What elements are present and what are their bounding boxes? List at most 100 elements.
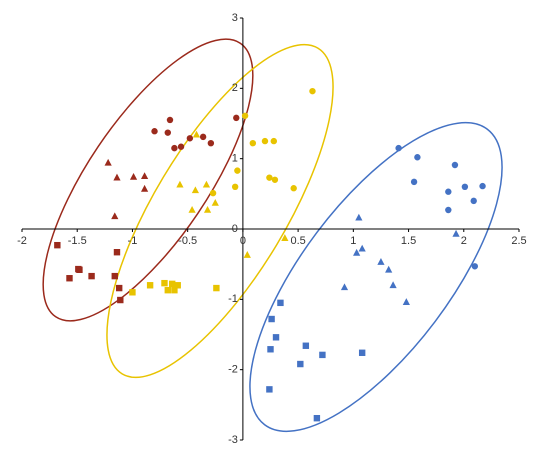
circle-point: [171, 144, 178, 152]
circle-point: [151, 128, 158, 135]
square-point: [313, 414, 321, 422]
circle-point: [186, 135, 194, 142]
circle-point: [461, 183, 469, 190]
square-point: [268, 315, 275, 323]
circle-point: [445, 206, 452, 214]
triangle-point: [140, 172, 149, 180]
x-tick-label: 1: [350, 235, 356, 247]
triangle-point: [111, 212, 119, 220]
square-point: [277, 299, 284, 307]
circle-point: [290, 185, 297, 192]
circle-point: [271, 176, 279, 183]
triangle-point: [281, 234, 289, 241]
circle-point: [207, 139, 215, 147]
ellipses: [42, 38, 503, 433]
circle-point: [451, 161, 459, 169]
triangle-point: [340, 283, 349, 291]
circle-point: [471, 263, 479, 270]
triangle-point: [188, 206, 196, 213]
x-tick-label: 0.5: [290, 235, 305, 247]
triangle-point: [176, 180, 184, 188]
triangle-point: [243, 251, 251, 258]
square-point: [302, 342, 310, 349]
square-point: [113, 249, 121, 256]
triangle-point: [203, 206, 212, 213]
triangle-point: [452, 229, 460, 237]
y-tick-label: -3: [228, 434, 238, 446]
square-point: [111, 272, 118, 280]
x-tick-label: -2: [17, 235, 27, 247]
triangle-point: [104, 158, 112, 166]
y-tick-label: 0: [232, 223, 238, 235]
circle-point: [470, 197, 477, 205]
circle-point: [231, 183, 239, 190]
circle-point: [261, 137, 269, 145]
square-point: [174, 282, 181, 289]
square-point: [319, 351, 326, 359]
triangle-point: [191, 186, 199, 194]
triangle-point: [358, 244, 366, 252]
x-tick-label: 2.5: [511, 235, 526, 247]
y-tick-label: 2: [232, 82, 238, 94]
square-point: [88, 272, 95, 280]
circle-point: [249, 139, 257, 147]
triangle-point: [113, 173, 121, 181]
square-point: [146, 282, 154, 289]
square-point: [164, 286, 171, 294]
circle-point: [233, 114, 240, 122]
y-tick-label: -2: [228, 364, 238, 376]
square-point: [358, 349, 366, 356]
x-tick-label: -0.5: [178, 235, 197, 247]
square-point: [213, 284, 220, 292]
circle-point: [164, 129, 171, 136]
circle-point: [241, 112, 249, 119]
circle-point: [410, 178, 418, 186]
circle-point: [445, 188, 452, 195]
circle-point: [177, 143, 185, 150]
cluster-ellipse: [249, 121, 503, 433]
square-point: [297, 360, 304, 368]
square-point: [54, 241, 61, 249]
triangle-point: [140, 184, 149, 192]
triangle-point: [355, 213, 363, 221]
circle-point: [166, 116, 174, 124]
triangle-point: [129, 172, 138, 180]
triangle-point: [192, 130, 201, 138]
cluster-ellipse: [42, 38, 254, 322]
square-point: [266, 386, 273, 393]
square-point: [117, 296, 124, 304]
square-point: [171, 286, 178, 294]
y-tick-label: 3: [232, 12, 238, 24]
square-point: [129, 289, 136, 296]
triangle-point: [353, 248, 361, 256]
triangle-point: [211, 198, 219, 206]
triangle-point: [389, 281, 397, 289]
square-point: [76, 266, 83, 273]
circle-point: [199, 133, 207, 141]
square-point: [169, 280, 176, 288]
circle-point: [309, 87, 316, 95]
square-point: [115, 284, 123, 292]
circle-point: [479, 182, 486, 190]
cluster-ellipse: [106, 43, 334, 379]
triangle-point: [385, 265, 393, 273]
triangle-point: [202, 180, 211, 188]
square-point: [161, 279, 168, 287]
x-tick-label: 2: [461, 235, 467, 247]
y-tick-label: -1: [228, 293, 238, 305]
circle-point: [395, 144, 402, 152]
square-point: [272, 334, 280, 341]
circle-point: [234, 167, 241, 174]
triangle-point: [377, 258, 385, 265]
x-tick-label: -1: [128, 235, 138, 247]
square-point: [66, 275, 73, 282]
square-point: [267, 346, 274, 353]
triangle-point: [402, 298, 410, 305]
circle-point: [414, 154, 421, 161]
x-tick-label: 0: [240, 235, 246, 247]
x-tick-label: 1.5: [401, 235, 416, 247]
circle-point: [209, 189, 217, 197]
y-tick-label: 1: [232, 153, 238, 165]
x-tick-label: -1.5: [68, 235, 87, 247]
